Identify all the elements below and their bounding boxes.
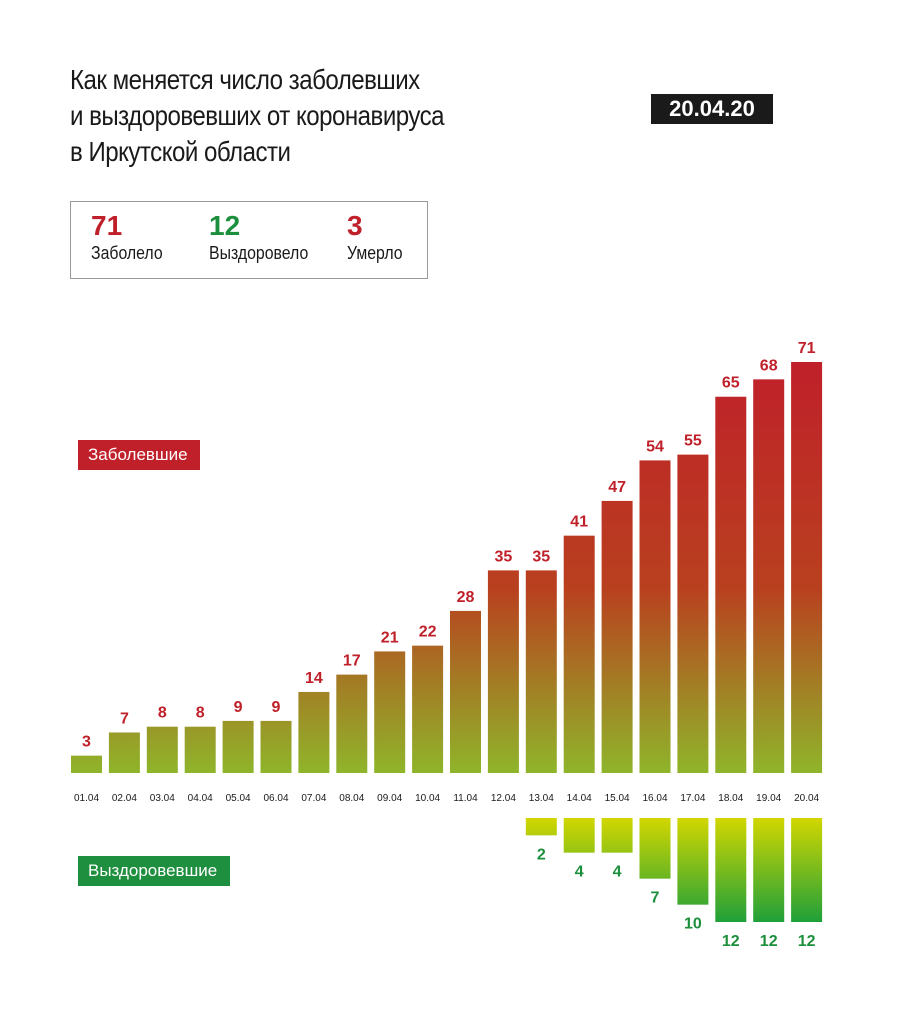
sick-bar (222, 720, 254, 773)
sick-bar-label: 7 (120, 710, 129, 727)
legend-sick-tag: Заболевшие (78, 440, 200, 470)
sick-bar-label: 8 (196, 705, 205, 722)
sick-bar (336, 674, 368, 773)
sick-bar (374, 651, 406, 773)
x-tick-label: 18.04 (718, 793, 743, 804)
sick-bar-label: 28 (457, 589, 475, 606)
x-tick-label: 01.04 (74, 793, 99, 804)
sick-bar (412, 645, 444, 773)
stat-sick: 71 Заболело (91, 210, 172, 264)
chart-title: Как меняется число заболевших и выздоров… (70, 62, 552, 170)
stat-died-value: 3 (347, 210, 363, 241)
sick-bar (715, 396, 747, 773)
sick-bar-label: 9 (272, 699, 281, 716)
stat-died: 3 Умерло (347, 210, 410, 264)
x-tick-label: 20.04 (794, 793, 819, 804)
sick-bar (298, 691, 330, 773)
x-tick-label: 10.04 (415, 793, 440, 804)
stat-sick-label: Заболело (91, 243, 163, 263)
recovered-bar (753, 818, 785, 922)
sick-bar-label: 54 (646, 438, 664, 455)
sick-bar (791, 362, 823, 773)
title-line-1: Как меняется число заболевших (70, 64, 420, 95)
sick-bar (487, 570, 519, 773)
recovered-bar-label: 7 (651, 890, 660, 907)
stats-box: 71 Заболело 12 Выздоровело 3 Умерло (70, 201, 428, 279)
recovered-bar (677, 818, 709, 905)
title-line-2: и выздоровевших от коронавируса (70, 100, 445, 131)
date-badge: 20.04.20 (651, 94, 773, 124)
title-line-3: в Иркутской области (70, 136, 291, 167)
sick-bar (260, 720, 292, 773)
stat-recovered-value: 12 (209, 210, 241, 241)
sick-bar (639, 460, 671, 773)
sick-bar (753, 379, 785, 773)
sick-bar-label: 47 (608, 479, 626, 496)
x-tick-label: 05.04 (226, 793, 251, 804)
recovered-bar-label: 4 (613, 864, 622, 881)
recovered-bar-label: 4 (575, 864, 584, 881)
stat-died-label: Умерло (347, 243, 403, 263)
sick-bar (146, 726, 178, 773)
sick-bar (108, 732, 140, 773)
recovered-bar (791, 818, 823, 922)
sick-bar-label: 9 (234, 699, 243, 716)
sick-bar-label: 71 (798, 340, 816, 357)
sick-bar (601, 500, 633, 773)
x-tick-label: 16.04 (642, 793, 667, 804)
sick-bar-label: 65 (722, 375, 740, 392)
recovered-bar-label: 12 (760, 933, 778, 950)
x-tick-label: 09.04 (377, 793, 402, 804)
legend-recovered-tag: Выздоровевшие (78, 856, 230, 886)
sick-bar (563, 535, 595, 773)
sick-bar-label: 55 (684, 433, 702, 450)
sick-bar-label: 35 (532, 548, 550, 565)
recovered-bar-label: 12 (722, 933, 740, 950)
sick-bar-label: 41 (570, 514, 588, 531)
x-tick-label: 14.04 (567, 793, 592, 804)
x-tick-label: 19.04 (756, 793, 781, 804)
sick-bar (450, 610, 481, 773)
sick-bar-label: 68 (760, 357, 778, 374)
x-tick-label: 03.04 (150, 793, 175, 804)
sick-bar-label: 17 (343, 653, 361, 670)
sick-bar (184, 726, 216, 773)
x-tick-label: 11.04 (453, 793, 478, 804)
sick-bar (71, 755, 102, 773)
x-tick-label: 07.04 (301, 793, 326, 804)
x-axis-ticks: 01.04 02.04 03.04 04.04 05.04 06.04 07.04 08.04… (74, 793, 820, 804)
sick-bar-label: 22 (419, 624, 437, 641)
x-tick-label: 17.04 (680, 793, 705, 804)
x-tick-label: 04.04 (188, 793, 213, 804)
recovered-bar-label: 12 (798, 933, 816, 950)
recovered-bar (601, 818, 633, 853)
recovered-series: 2 4 4 7 10 12 12 12 (525, 818, 823, 950)
recovered-bar-label: 2 (537, 846, 546, 863)
x-tick-label: 15.04 (605, 793, 630, 804)
recovered-bar-label: 10 (684, 916, 702, 933)
sick-bar (677, 454, 709, 773)
x-tick-label: 12.04 (491, 793, 516, 804)
sick-bar (525, 570, 557, 773)
x-tick-label: 13.04 (529, 793, 554, 804)
stat-recovered-label: Выздоровело (209, 243, 309, 263)
recovered-bar (715, 818, 747, 922)
stat-recovered: 12 Выздоровело (209, 210, 322, 264)
sick-bar-label: 35 (495, 548, 513, 565)
x-tick-label: 06.04 (263, 793, 288, 804)
recovered-bar (525, 818, 557, 836)
sick-series: 3 7 8 8 9 9 14 17 21 22 28 35 35 41 47 54 55 65 68 71 (71, 340, 823, 773)
x-tick-label: 08.04 (339, 793, 364, 804)
x-tick-label: 02.04 (112, 793, 137, 804)
stat-sick-value: 71 (91, 210, 123, 241)
sick-bar-label: 3 (82, 734, 91, 751)
sick-bar-label: 14 (305, 670, 323, 687)
recovered-bar (639, 818, 671, 879)
sick-bar-label: 21 (381, 629, 399, 646)
sick-bar-label: 8 (158, 705, 167, 722)
recovered-bar (563, 818, 595, 853)
